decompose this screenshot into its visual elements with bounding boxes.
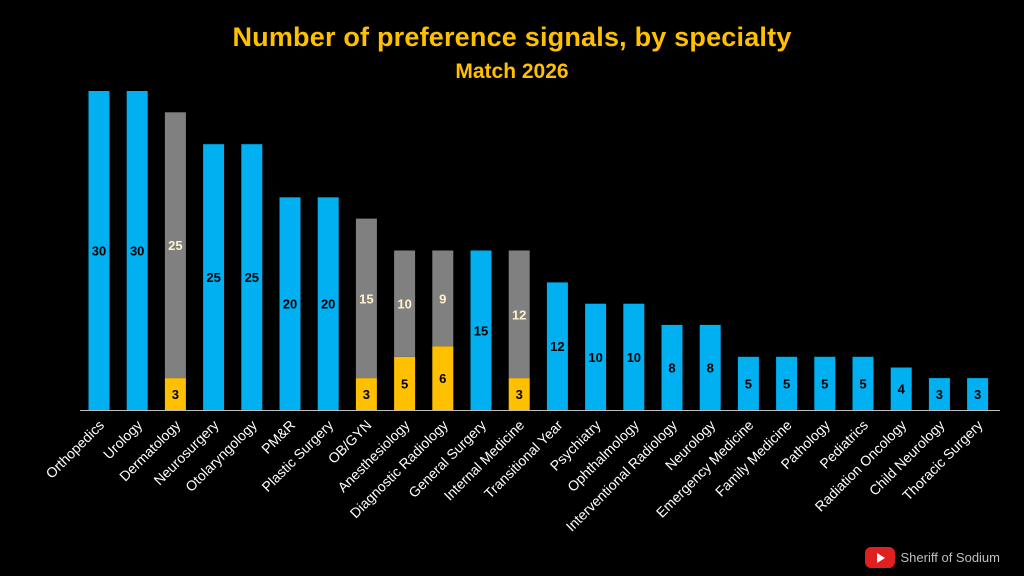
data-label-anesthesiology-silver-signals: 10 [397,297,411,312]
watermark[interactable]: Sheriff of Sodium [864,547,1000,568]
data-label-psychiatry-signals: 10 [588,350,602,365]
bar-diagnostic-radiology-silver-signals [432,250,454,347]
bar-plastic-surgery-signals [317,197,339,410]
bar-anesthesiology-silver-signals [394,250,416,357]
data-label-pathology-signals: 5 [821,376,828,391]
data-label-family-medicine-signals: 5 [783,376,790,391]
data-label-pediatrics-signals: 5 [859,376,866,391]
bar-urology-signals [126,91,148,410]
data-label-ob-gyn-silver-signals: 15 [359,291,373,306]
data-label-neurology-signals: 8 [707,361,714,376]
bar-neurology-signals [699,324,721,410]
bar-dermatology-gold-signals [164,378,186,410]
bar-ophthalmology-signals [623,303,645,410]
data-label-transitional-year-signals: 12 [550,339,564,354]
chart-title: Number of preference signals, by special… [232,22,792,52]
data-label-pmandr-signals: 20 [283,297,297,312]
data-label-plastic-surgery-signals: 20 [321,297,335,312]
bar-ob-gyn-gold-signals [355,378,377,410]
data-label-orthopedics-signals: 30 [92,244,106,259]
data-label-interventional-radiology-signals: 8 [668,361,675,376]
data-label-dermatology-silver-signals: 25 [168,238,182,253]
bar-pmandr-signals [279,197,301,410]
data-label-radiation-oncology-signals: 4 [898,382,906,397]
bar-emergency-medicine-signals [737,356,759,410]
data-label-thoracic-surgery-signals: 3 [974,387,981,402]
bar-thoracic-surgery-signals [967,378,989,410]
data-label-diagnostic-radiology-silver-signals: 9 [439,291,446,306]
bar-internal-medicine-gold-signals [508,378,530,410]
bar-internal-medicine-silver-signals [508,250,530,379]
data-label-otolaryngology-signals: 25 [245,270,259,285]
bar-radiation-oncology-signals [890,367,912,410]
bar-ob-gyn-silver-signals [355,218,377,379]
bar-interventional-radiology-signals [661,324,683,410]
x-tick-label-orthopedics: Orthopedics [42,417,107,482]
bar-family-medicine-signals [776,356,798,410]
bar-orthopedics-signals [88,91,110,410]
data-label-neurosurgery-signals: 25 [206,270,220,285]
data-label-child-neurology-signals: 3 [936,387,943,402]
youtube-play-icon [864,547,895,568]
data-label-urology-signals: 30 [130,244,144,259]
bar-pediatrics-signals [852,356,874,410]
data-label-dermatology-gold-signals: 3 [172,387,179,402]
bar-general-surgery-signals [470,250,492,410]
data-label-ob-gyn-gold-signals: 3 [363,387,370,402]
data-label-ophthalmology-signals: 10 [627,350,641,365]
bar-neurosurgery-signals [203,144,225,410]
data-label-general-surgery-signals: 15 [474,323,488,338]
bar-diagnostic-radiology-gold-signals [432,346,454,410]
data-label-diagnostic-radiology-gold-signals: 6 [439,371,446,386]
bar-transitional-year-signals [546,282,568,410]
data-label-emergency-medicine-signals: 5 [745,376,752,391]
watermark-text: Sheriff of Sodium [900,550,1000,565]
data-label-anesthesiology-gold-signals: 5 [401,376,408,391]
chart-subtitle: Match 2026 [455,60,569,83]
bar-child-neurology-signals [928,378,950,410]
bar-otolaryngology-signals [241,144,263,410]
bar-anesthesiology-gold-signals [394,356,416,410]
bar-dermatology-silver-signals [164,112,186,379]
data-label-internal-medicine-gold-signals: 3 [516,387,523,402]
bar-pathology-signals [814,356,836,410]
data-label-internal-medicine-silver-signals: 12 [512,307,526,322]
bar-psychiatry-signals [585,303,607,410]
